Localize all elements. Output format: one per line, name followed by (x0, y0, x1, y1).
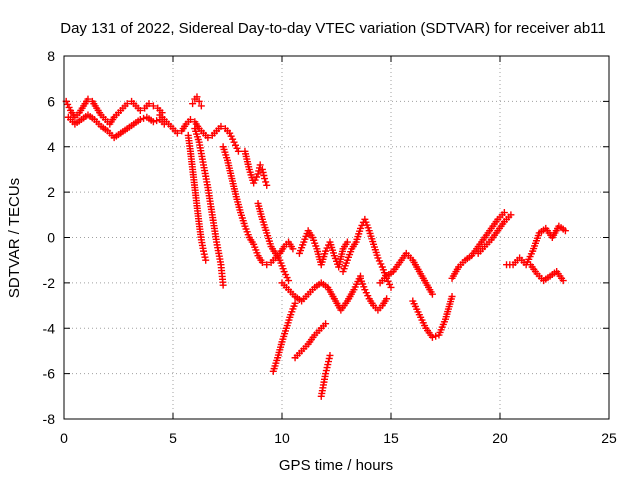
y-tick-label: 4 (47, 139, 55, 155)
y-tick-label: -6 (43, 366, 56, 382)
series-late-scatter (503, 222, 569, 269)
data-point (202, 256, 210, 264)
data-point (258, 258, 266, 266)
data-point (263, 261, 271, 269)
data-point (204, 134, 212, 142)
data-point (326, 351, 334, 359)
data-point (428, 333, 436, 341)
series-deep-low (269, 299, 299, 375)
data-point (234, 147, 242, 155)
data-point (428, 290, 436, 298)
data-point (145, 100, 153, 108)
data-point (173, 129, 181, 137)
series-peak-14 (339, 215, 395, 291)
series-hump-15to16 (376, 249, 436, 298)
y-axis-label: SDTVAR / TECUs (6, 178, 23, 298)
series-falling-A (184, 131, 210, 264)
x-tick-label: 10 (274, 430, 290, 446)
data-point (561, 227, 569, 235)
data-point (262, 178, 270, 186)
data-point (383, 295, 391, 303)
series-late-upper (474, 211, 515, 257)
data-point (507, 211, 515, 219)
data-point (123, 100, 131, 108)
data-point (291, 299, 299, 307)
chart-title: Day 131 of 2022, Sidereal Day-to-day VTE… (60, 20, 606, 37)
x-tick-label: 20 (492, 430, 508, 446)
series-peak-6 (189, 93, 205, 110)
data-point (84, 95, 92, 103)
x-axis-label: GPS time / hours (279, 457, 393, 474)
series-rise-18to20 (448, 209, 508, 282)
data-point (186, 116, 194, 124)
series-mid-4to6 (156, 111, 242, 155)
series-deep-mid (291, 320, 330, 362)
y-tick-label: 6 (47, 93, 55, 109)
x-tick-label: 25 (601, 430, 617, 446)
series-drop-14 (356, 274, 391, 314)
series-falling-D (254, 199, 293, 285)
series-late-bottom (527, 261, 567, 285)
data-point (136, 106, 144, 114)
data-point (387, 283, 395, 291)
data-point (261, 175, 269, 183)
x-tick-label: 15 (383, 430, 399, 446)
x-tick-label: 0 (60, 430, 68, 446)
data-point (343, 238, 351, 246)
data-point (219, 281, 227, 289)
data-point (448, 292, 456, 300)
data-point (153, 117, 161, 125)
data-point (500, 209, 508, 217)
plot-border (63, 55, 610, 420)
y-tick-label: -8 (43, 411, 56, 427)
data-point (285, 277, 293, 285)
data-point (189, 100, 197, 108)
axis-ticks: 0 5 10 15 20 25 -8 -6 -4 -2 0 2 4 6 8 (43, 48, 617, 446)
data-point (149, 118, 157, 126)
y-tick-label: 2 (47, 184, 55, 200)
data-point (322, 320, 330, 328)
series-falling-C (219, 143, 297, 269)
series-falling-B (191, 125, 227, 289)
series-deepest (317, 351, 334, 400)
data-points (62, 93, 569, 400)
data-point (432, 332, 440, 340)
y-tick-label: -4 (43, 320, 56, 336)
data-point (559, 277, 567, 285)
data-point (149, 102, 157, 110)
data-point (217, 122, 225, 130)
x-tick-label: 5 (169, 430, 177, 446)
grid-lines (64, 56, 609, 419)
data-point (136, 116, 144, 124)
series-dip-8to10 (241, 147, 271, 189)
data-point (256, 161, 264, 169)
data-point (197, 102, 205, 110)
data-point (289, 245, 297, 253)
series-base-10to12 (278, 272, 364, 314)
series-bumps-11to13 (295, 227, 351, 271)
data-point (193, 93, 201, 101)
data-point (195, 97, 203, 105)
y-tick-label: 0 (47, 230, 55, 246)
data-point (263, 181, 271, 189)
series-dip-17 (409, 292, 456, 341)
series-early-main (62, 95, 166, 128)
y-tick-label: -2 (43, 275, 56, 291)
y-tick-label: 8 (47, 48, 55, 64)
